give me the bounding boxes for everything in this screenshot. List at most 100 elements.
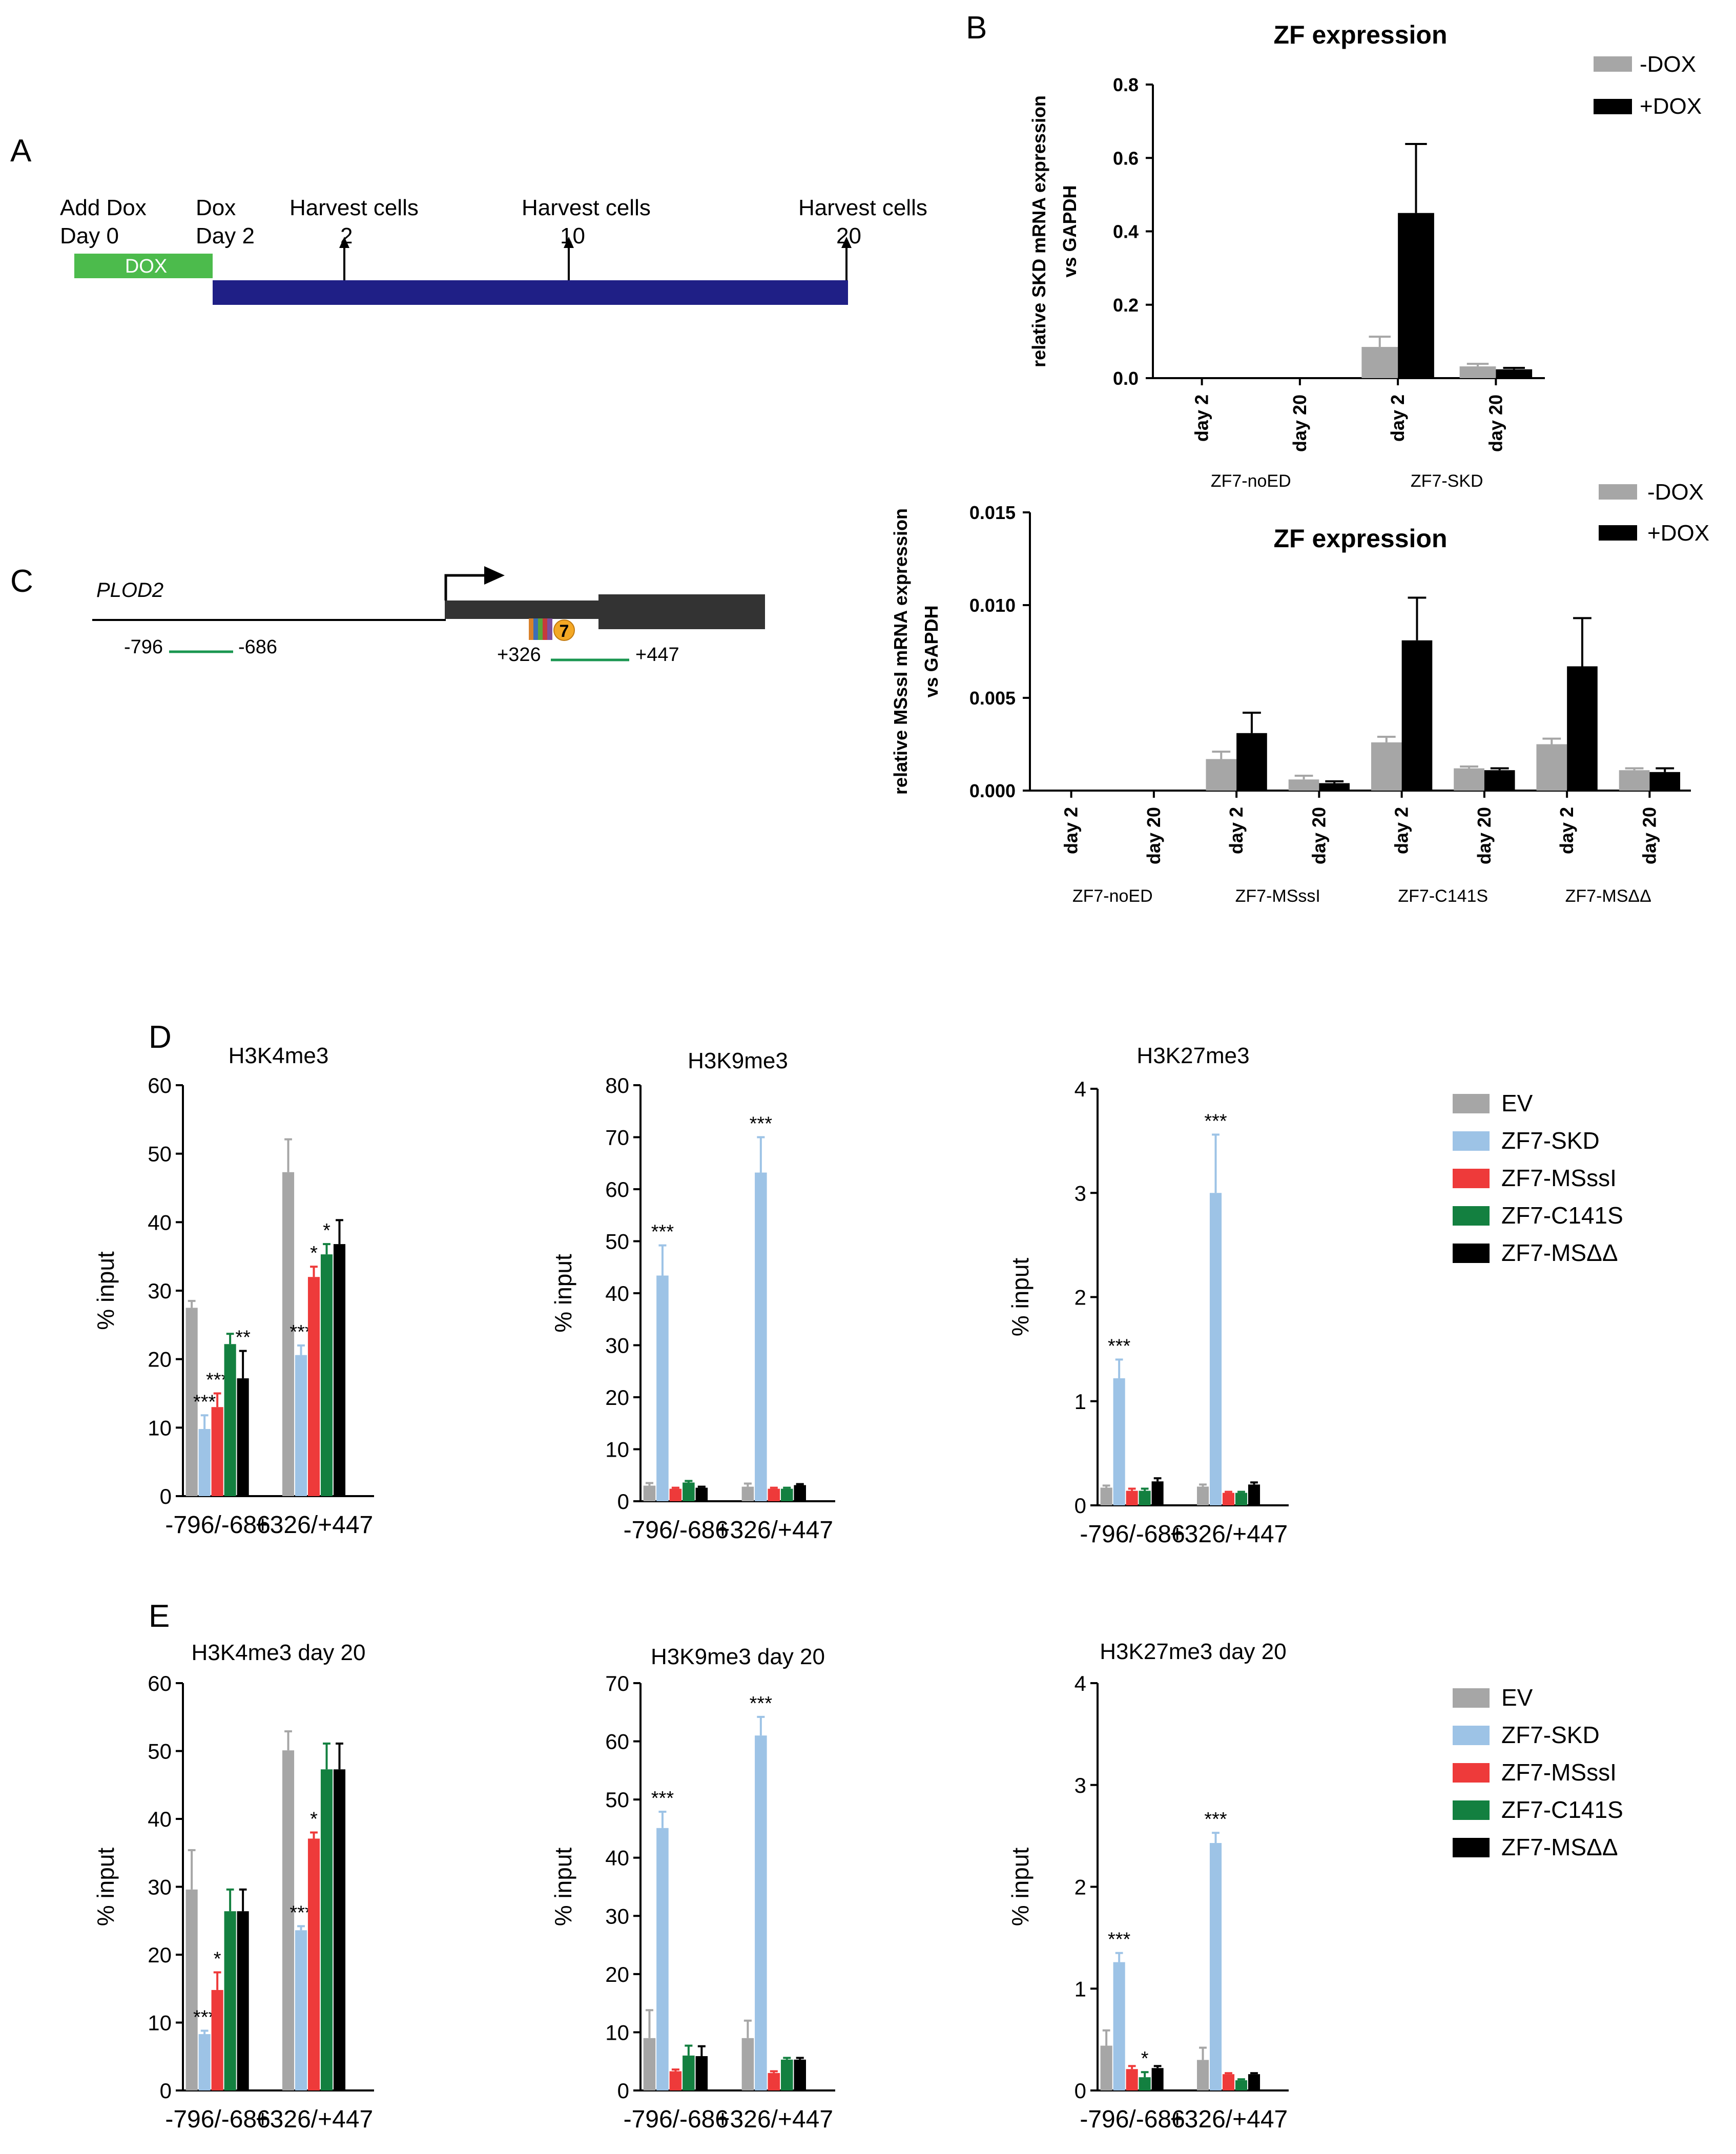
bar-ZF7-C141S--796/-686 [224,1344,236,1496]
y-axis-label: % input [1007,1848,1034,1927]
panel-c: C PLOD2 7 -796 -686 +326 +447 [10,564,765,666]
panel-a: A Add Dox Day 0 Dox Day 2 Harvest cells … [10,133,927,305]
group-label: ZF7-MSssI [1235,886,1320,906]
y-tick-label: 10 [148,2011,172,2035]
bar-ZF7-MSssI--796/-686 [669,1488,682,1501]
y-tick-label: 70 [605,1126,629,1150]
zf-label: 7 [560,622,569,641]
chart-B1: ZF expression 0.0 0.2 0.4 0.6 0.8 relative SKD… [1028,20,1545,491]
x-tick-label: day 2 [1191,395,1212,442]
y-tick-label: 10 [605,1438,629,1462]
y-tick-label: 30 [148,1875,172,1899]
bar-ZF7-MSΔΔ-+326/+447 [794,2059,806,2090]
y-axis-label-line2: vs GAPDH [1059,185,1080,277]
x-category-label: -796/-686 [165,1511,270,1539]
dox-treatment-bar [74,254,213,278]
x-tick-label: day 2 [1556,807,1577,854]
y-tick-label: 20 [605,1962,629,1986]
panel-b-letter: B [966,10,987,46]
bar-+DOX-2 [1236,733,1267,791]
y-axis-label: % input [92,1848,119,1927]
y-tick-label: 80 [605,1073,629,1097]
chart-title: H3K9me3 [688,1048,788,1073]
y-tick-label: 40 [148,1210,172,1234]
legend-label: ZF7-MSssI [1501,1759,1617,1786]
y-tick-label: 30 [148,1279,172,1303]
y-tick-label: 0.4 [1113,221,1139,242]
legend-label-minus-dox: -DOX [1640,52,1696,77]
bar-EV--796/-686 [1100,2045,1112,2090]
bar-ZF7-SKD--796/-686 [1113,1962,1125,2090]
panel-d-letter: D [149,1020,172,1055]
bar-ZF7-SKD--796/-686 [656,1828,669,2090]
amplicon1-right-label: -686 [238,636,277,658]
y-tick-label: 10 [148,1416,172,1440]
y-tick-label: 20 [605,1385,629,1410]
x-tick-label: day 2 [1391,807,1412,854]
timeline-label-dox: Dox [196,195,236,220]
bar-ZF7-MSΔΔ-+326/+447 [794,1485,806,1501]
legend-dox-top: -DOX +DOX [1594,52,1702,119]
legend-swatch-plus-dox [1594,99,1632,114]
bar-ZF7-SKD--796/-686 [656,1275,669,1501]
harvest-arrowhead-2 [339,237,349,248]
bar-ZF7-C141S-+326/+447 [320,1254,333,1496]
x-category-label: +326/+447 [715,2106,833,2133]
chart-E2: H3K9me3 day 20 0 10 20 30 40 50 60 70 % input *** -… [550,1644,835,2133]
significance-label: *** [1204,1110,1227,1132]
charts-layer: ZF expression 0.0 0.2 0.4 0.6 0.8 relative SKD… [92,20,1691,2133]
y-tick-label: 50 [148,1739,172,1764]
legend-label: ZF7-C141S [1501,1202,1623,1229]
exon-narrow [445,600,598,619]
bar-EV-+326/+447 [1196,1486,1209,1505]
panel-a-letter: A [10,133,32,169]
amplicon2-left-label: +326 [497,644,541,666]
bar-ZF7-C141S--796/-686 [683,1482,695,1501]
y-axis-label: % input [1007,1258,1034,1337]
bar-ZF7-MSssI--796/-686 [1126,1490,1138,1505]
bar-ZF7-MSssI-+326/+447 [1222,1493,1235,1505]
bar-+DOX-2 [1398,213,1434,378]
x-tick-label: day 20 [1485,395,1506,452]
bar-ZF7-MSΔΔ-+326/+447 [333,1244,346,1496]
x-category-label: -796/-686 [624,2106,729,2133]
x-tick-label: day 20 [1289,395,1310,452]
bar--DOX-5 [1454,768,1484,791]
bar-ZF7-MSΔΔ--796/-686 [695,2056,708,2090]
bar-ZF7-MSssI-+326/+447 [307,1277,320,1496]
bar-ZF7-MSΔΔ--796/-686 [1151,1481,1164,1505]
bar-+DOX-4 [1401,640,1433,791]
bar--DOX-6 [1536,744,1567,791]
y-tick-label: 0.015 [969,502,1016,523]
y-tick-label: 60 [605,1730,629,1754]
bar-ZF7-SKD--796/-686 [198,1429,211,1496]
bar-+DOX-7 [1649,772,1681,791]
bar-ZF7-MSΔΔ-+326/+447 [1248,1484,1260,1505]
bar-ZF7-MSssI-+326/+447 [1222,2074,1235,2090]
bar-ZF7-C141S--796/-686 [1139,2077,1151,2090]
y-axis-label: relative MSssI mRNA expression [890,508,911,795]
bar-EV-+326/+447 [282,1172,295,1496]
y-tick-label: 60 [148,1671,172,1695]
y-tick-label: 0 [160,1484,172,1508]
legend-swatch [1453,1094,1490,1113]
group-label: ZF7-noED [1072,886,1153,906]
bar-ZF7-C141S--796/-686 [1139,1490,1151,1505]
x-category-label: +326/+447 [256,2106,374,2133]
bar-ZF7-MSΔΔ--796/-686 [237,1378,249,1496]
x-tick-label: day 2 [1226,807,1247,854]
culture-timeline-bar [213,280,848,305]
y-tick-label: 0 [1074,1494,1086,1518]
x-tick-label: day 2 [1061,807,1082,854]
bar-EV--796/-686 [185,1308,198,1496]
timeline-label-add-dox: Add Dox [60,195,147,220]
y-tick-label: 0 [617,1489,629,1514]
y-tick-label: 40 [148,1807,172,1831]
significance-label: *** [1108,1335,1131,1357]
panel-e-letter: E [149,1599,170,1634]
chart-title: ZF expression [1274,20,1448,49]
legend-swatch [1453,1688,1490,1708]
legend-label: ZF7-C141S [1501,1796,1623,1823]
bar-ZF7-MSΔΔ-+326/+447 [333,1769,346,2090]
bar-+DOX-3 [1496,369,1533,378]
